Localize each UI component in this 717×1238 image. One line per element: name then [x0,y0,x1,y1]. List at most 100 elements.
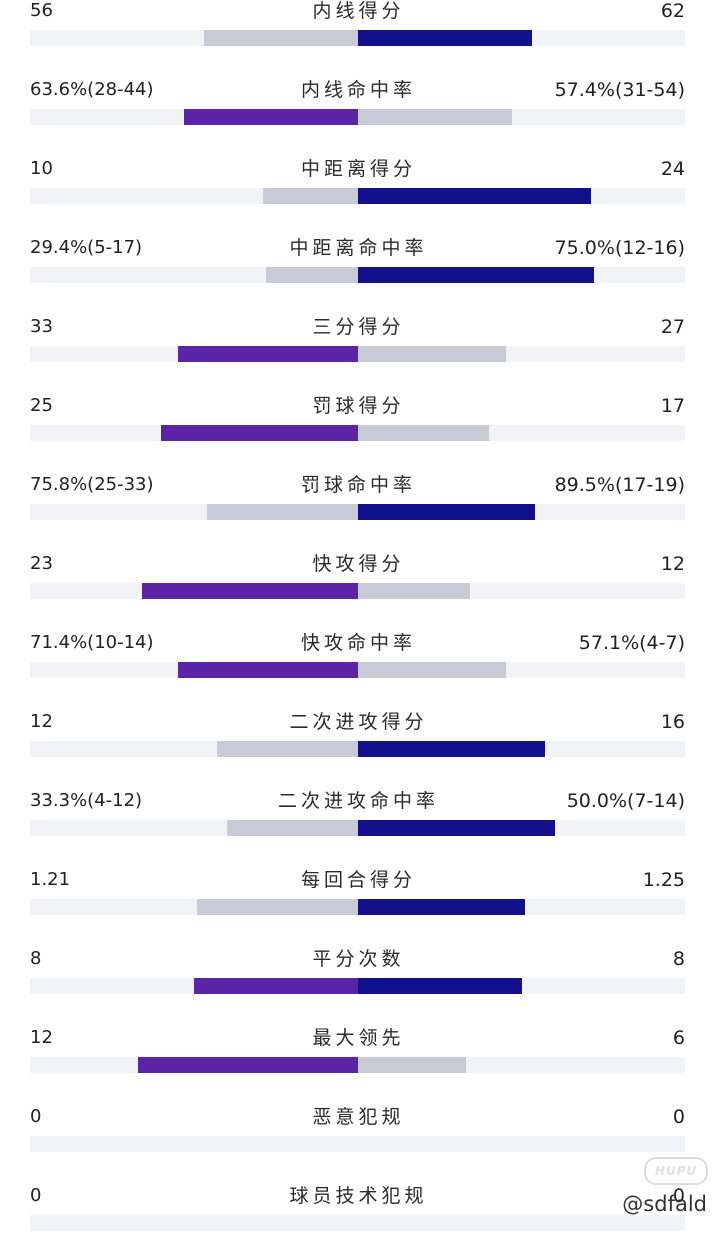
stat-label: 二次进攻命中率 [277,790,439,812]
stat-label: 恶意犯规 [312,1106,405,1128]
stat-bar-left [178,662,358,678]
stat-bar-left [227,820,358,836]
stat-row: 8 平分次数 8 [0,922,717,1001]
stat-bar-right [358,267,594,283]
stat-bar-left [178,346,358,362]
stat-label: 每回合得分 [300,869,416,891]
stat-bar-left [217,741,358,757]
stat-bar-left [266,267,358,283]
stat-label: 中距离得分 [300,158,416,180]
stat-bar-right [358,978,522,994]
stat-right-value: 27 [660,316,685,338]
stat-bar-right [358,188,591,204]
stat-bar-left [194,978,358,994]
stat-bar-track [30,1215,685,1231]
stat-label: 内线得分 [312,0,405,22]
stat-bar-track [30,1136,685,1152]
stat-right-value: 62 [660,0,685,22]
stat-bar-right [358,899,525,915]
stat-label: 中距离命中率 [289,237,428,259]
stat-bar-left [263,188,358,204]
stat-right-value: 8 [672,948,685,970]
stat-left-value: 12 [30,1027,53,1048]
stat-row: 0 球员技术犯规 0 [0,1159,717,1238]
stat-bar-track [30,741,685,757]
stat-bar-track [30,425,685,441]
stat-left-value: 10 [30,158,53,179]
stat-bar-left [207,504,358,520]
stat-left-value: 8 [30,948,42,969]
stat-bar-track [30,267,685,283]
stat-row: 33 三分得分 27 [0,290,717,369]
stat-label: 三分得分 [312,316,405,338]
stat-bar-right [358,30,532,46]
stat-right-value: 17 [660,395,685,417]
stat-left-value: 1.21 [30,869,71,890]
stat-bar-track [30,820,685,836]
stat-bar-track [30,899,685,915]
stat-row: 63.6%(28-44) 内线命中率 57.4%(31-54) [0,53,717,132]
stat-row: 33.3%(4-12) 二次进攻命中率 50.0%(7-14) [0,764,717,843]
stat-row: 23 快攻得分 12 [0,527,717,606]
stat-row: 0 恶意犯规 0 [0,1080,717,1159]
stat-label: 平分次数 [312,948,405,970]
hupu-logo: HUPU [644,1157,708,1185]
stat-bar-left [197,899,358,915]
stat-left-value: 29.4%(5-17) [30,237,143,258]
stat-bar-left [161,425,358,441]
stat-right-value: 57.1%(4-7) [578,632,685,654]
stat-label: 罚球命中率 [300,474,416,496]
stat-left-value: 0 [30,1106,42,1127]
stat-bar-right [358,504,535,520]
stat-right-value: 12 [660,553,685,575]
stat-left-value: 33.3%(4-12) [30,790,143,811]
stat-bar-track [30,583,685,599]
stat-bar-left [184,109,358,125]
stat-row: 1.21 每回合得分 1.25 [0,843,717,922]
stat-bar-track [30,1057,685,1073]
stat-left-value: 63.6%(28-44) [30,79,154,100]
stat-left-value: 12 [30,711,53,732]
stat-label: 球员技术犯规 [289,1185,428,1207]
stat-left-value: 23 [30,553,53,574]
stat-bar-track [30,30,685,46]
stat-bar-track [30,662,685,678]
stat-bar-track [30,978,685,994]
stat-label: 快攻命中率 [300,632,416,654]
stat-label: 最大领先 [312,1027,405,1049]
stat-right-value: 0 [672,1106,685,1128]
stat-row: 29.4%(5-17) 中距离命中率 75.0%(12-16) [0,211,717,290]
stat-row: 56 内线得分 62 [0,0,717,53]
stat-row: 10 中距离得分 24 [0,132,717,211]
watermark-username: @sdfald [622,1192,707,1216]
stat-right-value: 1.25 [642,869,685,891]
stat-label: 快攻得分 [312,553,405,575]
stat-bar-right [358,583,470,599]
stat-bar-left [142,583,358,599]
stat-right-value: 89.5%(17-19) [554,474,685,496]
stat-bar-right [358,820,555,836]
stat-row: 12 二次进攻得分 16 [0,685,717,764]
stat-row: 71.4%(10-14) 快攻命中率 57.1%(4-7) [0,606,717,685]
stat-bar-track [30,504,685,520]
stat-label: 内线命中率 [300,79,416,101]
stat-row: 12 最大领先 6 [0,1001,717,1080]
stat-right-value: 50.0%(7-14) [566,790,685,812]
stat-left-value: 25 [30,395,53,416]
stat-bar-right [358,346,506,362]
stat-right-value: 57.4%(31-54) [554,79,685,101]
stat-bar-right [358,662,506,678]
stat-label: 罚球得分 [312,395,405,417]
stat-bar-track [30,346,685,362]
stat-right-value: 75.0%(12-16) [554,237,685,259]
stat-left-value: 71.4%(10-14) [30,632,154,653]
stat-bar-left [138,1057,358,1073]
stat-row: 25 罚球得分 17 [0,369,717,448]
stat-right-value: 0 [672,1185,685,1207]
stat-bar-track [30,188,685,204]
stat-right-value: 16 [660,711,685,733]
stat-left-value: 56 [30,0,53,21]
stat-label: 二次进攻得分 [289,711,428,733]
stat-right-value: 24 [660,158,685,180]
